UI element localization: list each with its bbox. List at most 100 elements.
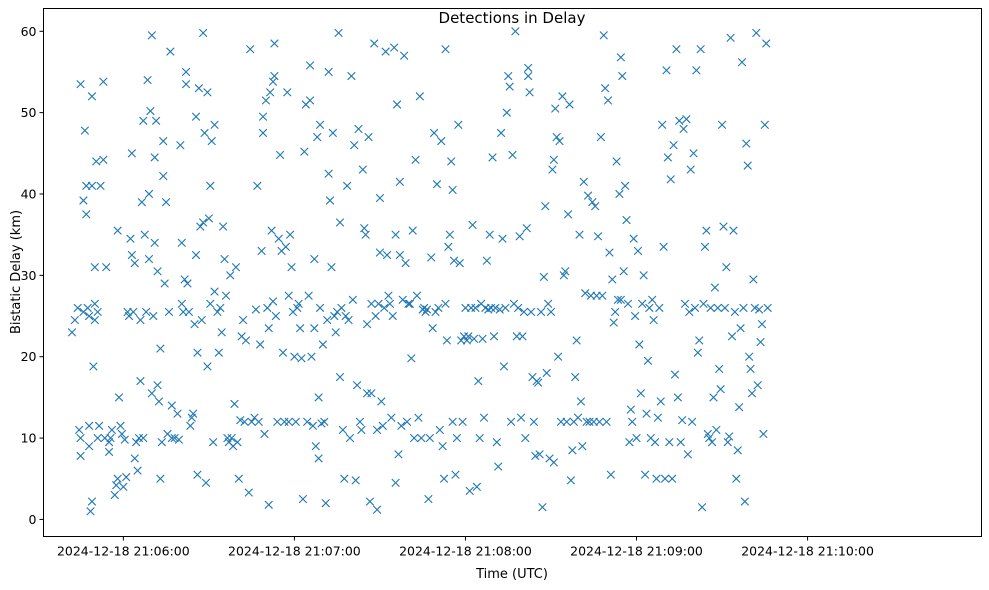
data-point xyxy=(180,275,189,284)
data-point xyxy=(478,334,487,343)
data-point xyxy=(264,324,273,333)
data-point xyxy=(615,189,624,199)
data-point xyxy=(183,279,192,288)
data-point xyxy=(177,238,186,247)
data-point xyxy=(334,28,343,38)
data-point xyxy=(697,503,707,512)
data-point xyxy=(104,447,114,457)
data-point xyxy=(459,332,469,341)
data-point xyxy=(99,77,108,86)
data-point xyxy=(422,305,432,314)
data-point xyxy=(120,435,129,444)
data-point xyxy=(749,275,758,284)
data-point xyxy=(285,230,295,239)
data-point xyxy=(417,433,426,443)
data-point xyxy=(244,488,253,497)
data-point xyxy=(203,362,212,371)
data-point xyxy=(472,482,482,492)
data-point xyxy=(732,474,741,483)
data-point xyxy=(112,481,121,490)
data-point xyxy=(636,389,645,398)
data-point xyxy=(692,66,701,75)
data-point xyxy=(342,181,352,191)
data-point xyxy=(431,307,440,317)
data-point xyxy=(451,470,460,479)
data-point xyxy=(603,96,613,105)
data-point xyxy=(429,128,439,138)
data-point xyxy=(300,147,309,156)
data-point xyxy=(154,397,164,406)
data-point xyxy=(575,230,584,239)
data-point xyxy=(561,267,570,276)
data-point xyxy=(437,136,446,146)
y-axis-label: Bistatic Delay (km) xyxy=(9,210,24,334)
data-point xyxy=(387,413,396,422)
data-point xyxy=(134,433,144,443)
data-point xyxy=(337,303,346,313)
data-point xyxy=(246,44,255,54)
data-point xyxy=(750,303,760,313)
data-point xyxy=(130,454,139,463)
data-point xyxy=(196,222,205,231)
data-point xyxy=(739,303,748,313)
data-point xyxy=(191,250,201,260)
data-point xyxy=(177,299,186,309)
data-point xyxy=(167,401,176,410)
data-point xyxy=(723,437,732,447)
data-point xyxy=(673,393,683,402)
data-point xyxy=(640,470,650,479)
data-point xyxy=(498,234,507,243)
data-point xyxy=(156,344,165,353)
data-point xyxy=(522,223,531,233)
data-point xyxy=(258,112,268,121)
data-point xyxy=(759,429,768,439)
data-point xyxy=(99,155,108,165)
data-point xyxy=(690,303,700,313)
data-point xyxy=(730,307,740,317)
data-point xyxy=(382,250,392,260)
data-point xyxy=(378,421,387,431)
data-point xyxy=(315,303,325,313)
data-point xyxy=(200,128,209,138)
data-point xyxy=(598,291,607,300)
data-point xyxy=(657,120,667,130)
data-point xyxy=(712,425,721,435)
data-point xyxy=(338,425,348,435)
data-point xyxy=(117,429,127,439)
data-point xyxy=(566,476,576,485)
data-point xyxy=(324,169,333,178)
data-point xyxy=(519,307,529,317)
data-point xyxy=(734,402,744,412)
data-point xyxy=(715,364,724,374)
data-point xyxy=(616,295,626,304)
data-point xyxy=(762,39,771,48)
data-point xyxy=(217,328,226,337)
data-point xyxy=(362,389,372,398)
data-point xyxy=(348,295,358,304)
data-point xyxy=(113,226,122,235)
data-point xyxy=(321,498,330,508)
data-point xyxy=(141,307,151,317)
data-point xyxy=(365,497,375,506)
data-point xyxy=(616,53,626,62)
data-point xyxy=(340,474,349,483)
data-point xyxy=(397,421,406,431)
data-point xyxy=(126,234,135,243)
data-point xyxy=(581,289,590,298)
data-point xyxy=(137,197,147,207)
data-point xyxy=(153,380,162,390)
data-point xyxy=(113,474,122,483)
data-point xyxy=(514,303,523,313)
data-point xyxy=(488,153,497,162)
data-point xyxy=(149,311,158,321)
data-point xyxy=(551,104,560,113)
data-point xyxy=(563,210,573,219)
data-point xyxy=(633,246,643,256)
data-point xyxy=(660,474,670,483)
data-point xyxy=(635,340,644,349)
data-point xyxy=(370,39,379,48)
data-point xyxy=(756,337,765,347)
data-point xyxy=(693,348,703,357)
data-point xyxy=(153,267,162,276)
data-point xyxy=(150,238,159,247)
